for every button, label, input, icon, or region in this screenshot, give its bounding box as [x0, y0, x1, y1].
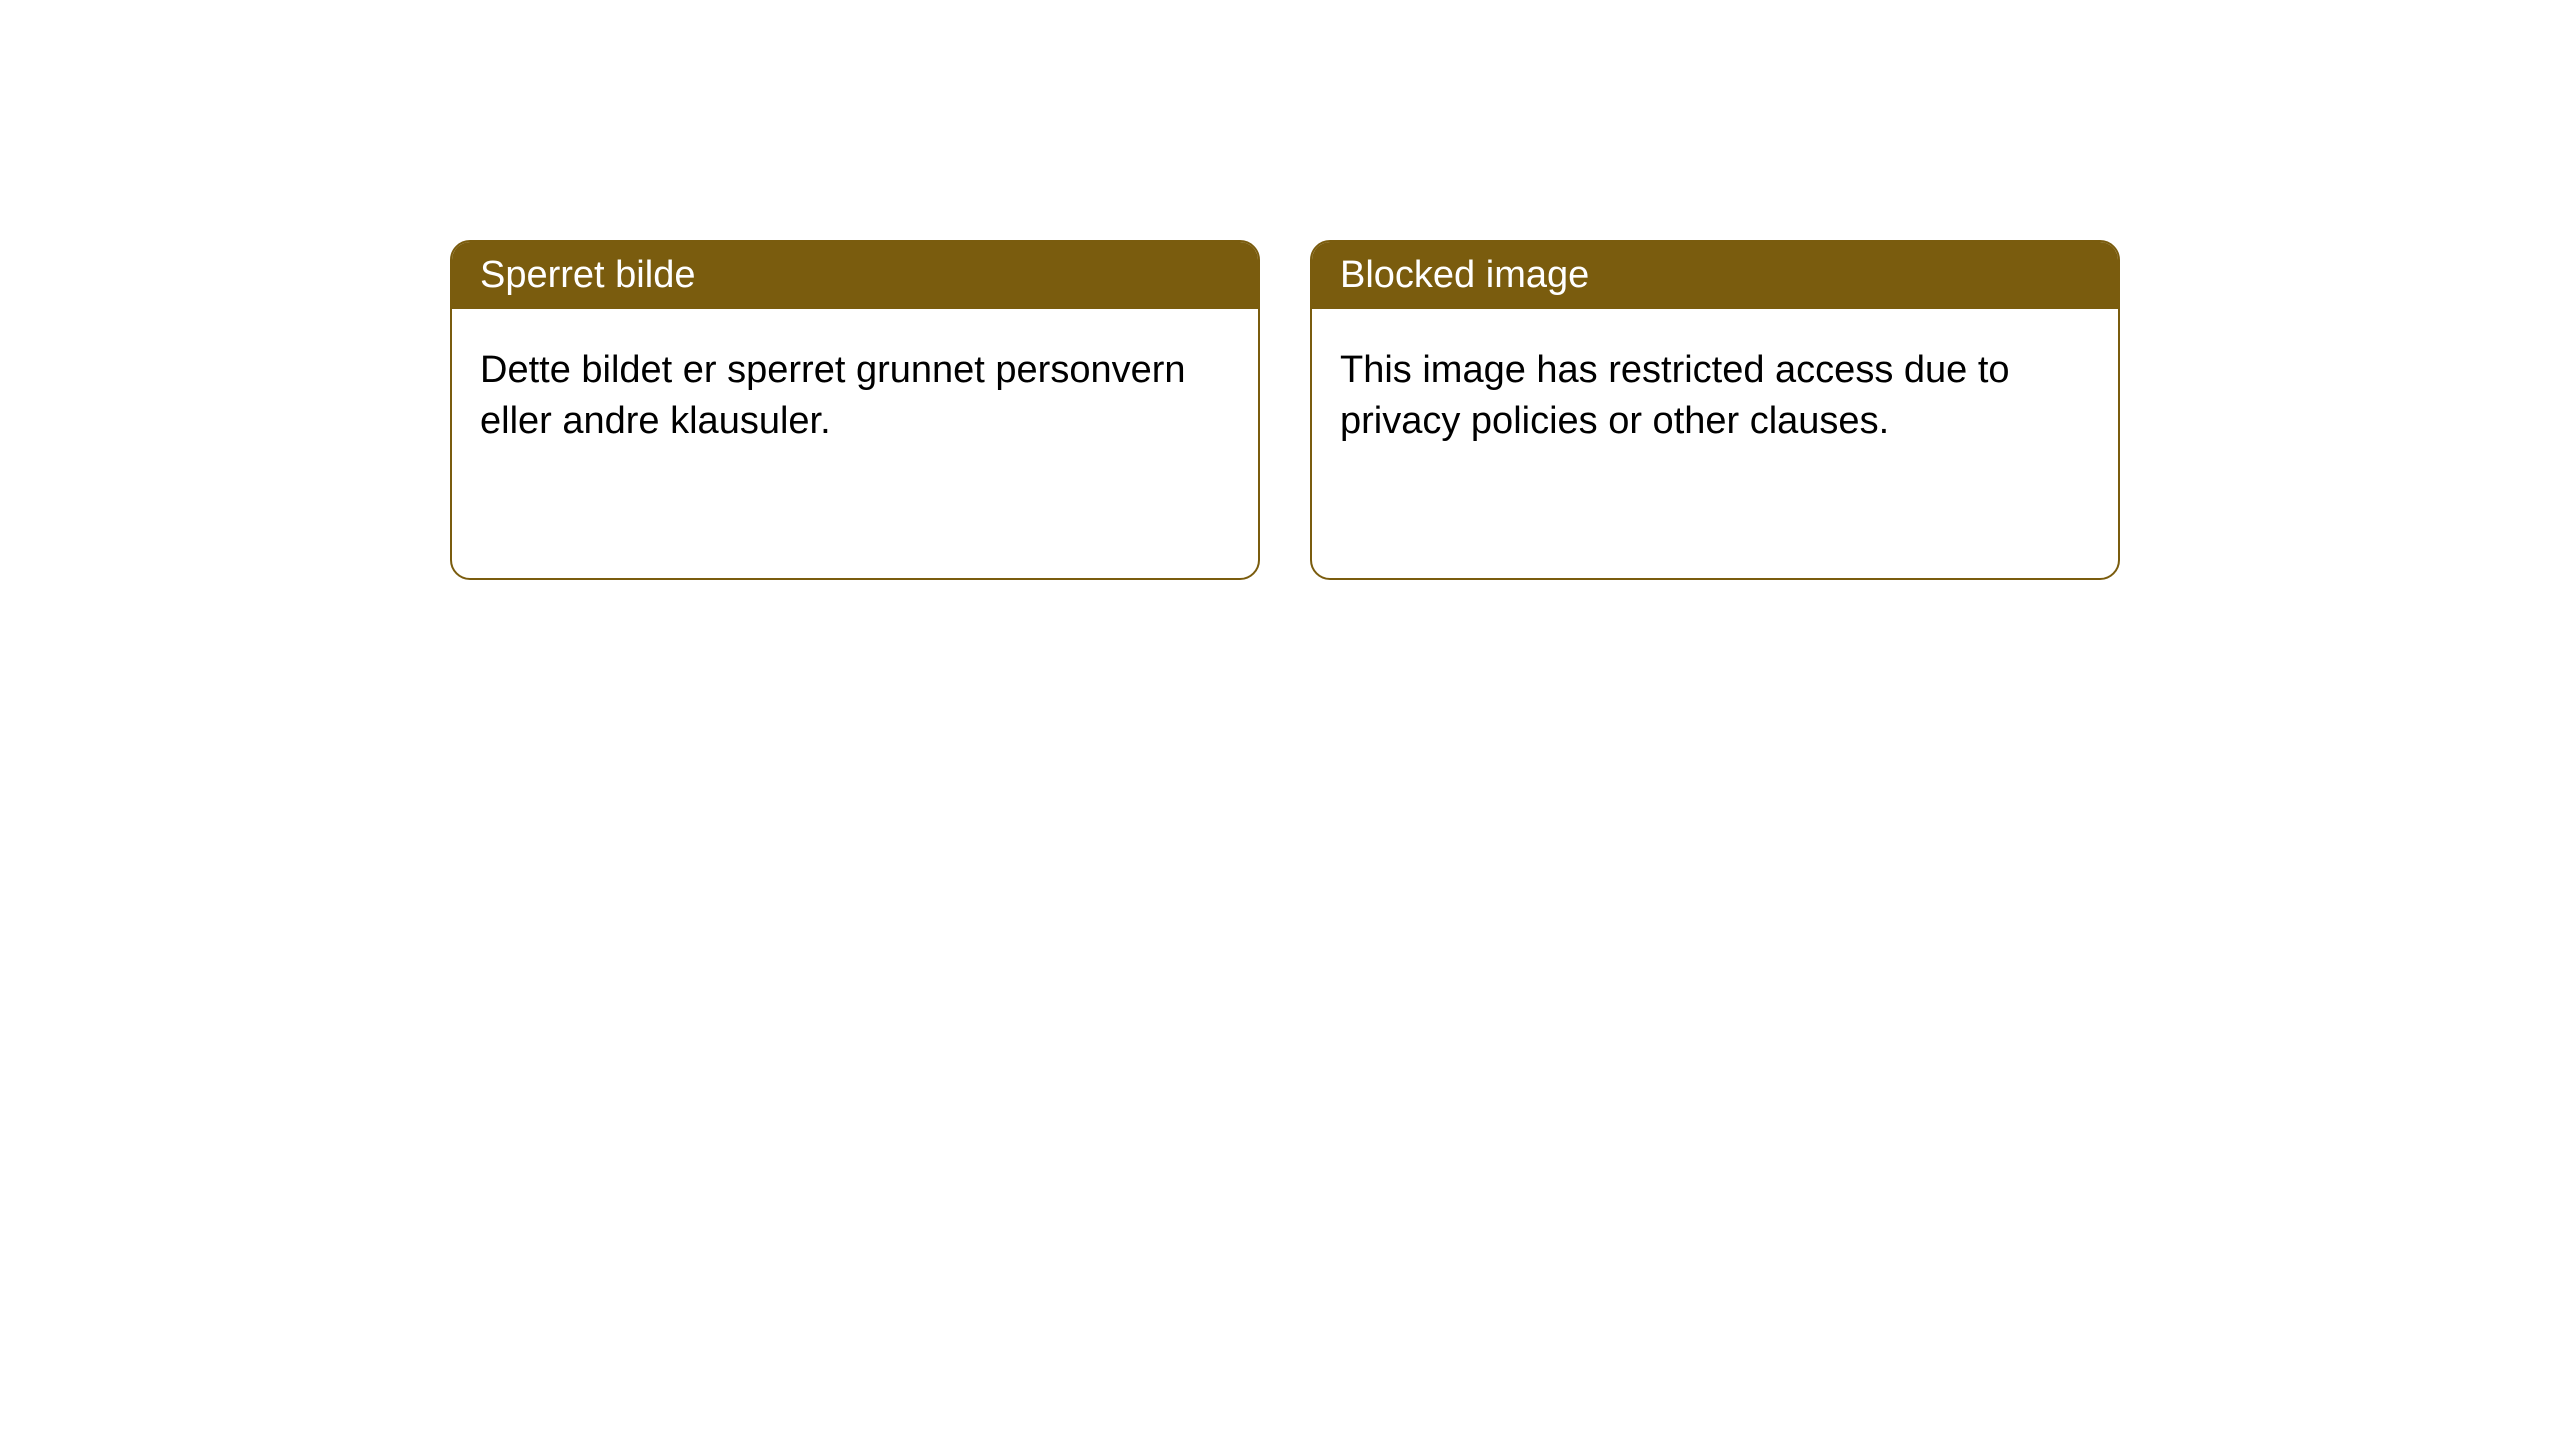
notice-body-en: This image has restricted access due to … [1312, 309, 2118, 484]
notice-header-en: Blocked image [1312, 242, 2118, 309]
notice-card-en: Blocked image This image has restricted … [1310, 240, 2120, 580]
notice-body-no: Dette bildet er sperret grunnet personve… [452, 309, 1258, 484]
notice-card-no: Sperret bilde Dette bildet er sperret gr… [450, 240, 1260, 580]
notice-container: Sperret bilde Dette bildet er sperret gr… [450, 240, 2120, 580]
notice-text-no: Dette bildet er sperret grunnet personve… [480, 349, 1186, 442]
notice-header-no: Sperret bilde [452, 242, 1258, 309]
notice-text-en: This image has restricted access due to … [1340, 349, 2010, 442]
notice-title-no: Sperret bilde [480, 254, 695, 296]
notice-title-en: Blocked image [1340, 254, 1589, 296]
